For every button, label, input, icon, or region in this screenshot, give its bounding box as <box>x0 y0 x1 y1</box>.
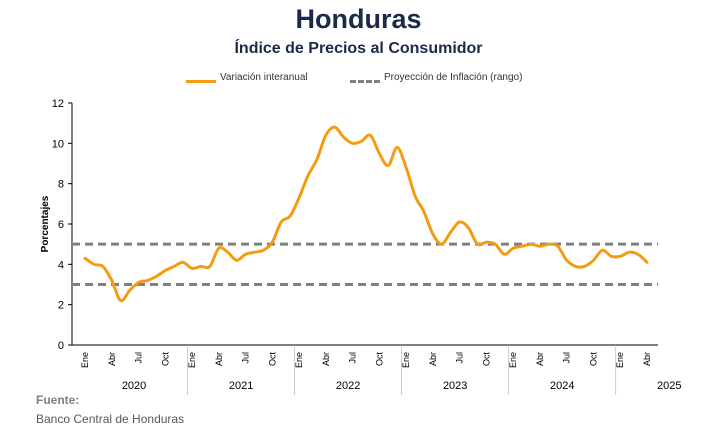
x-tick-label: Abr <box>535 352 545 366</box>
legend: Variación interanual Proyección de Infla… <box>0 72 717 90</box>
x-year-label: 2021 <box>229 380 253 392</box>
x-tick-label: Jul <box>134 352 144 364</box>
legend-label-proyeccion: Proyección de Inflación (rango) <box>384 72 523 83</box>
x-tick-label: Ene <box>508 352 518 368</box>
x-tick-label: Jul <box>348 352 358 364</box>
x-tick-label: Abr <box>214 352 224 366</box>
source-label: Fuente: <box>36 393 80 407</box>
x-tick-label: Abr <box>321 352 331 366</box>
x-year-label: 2023 <box>443 380 467 392</box>
x-tick-label: Ene <box>80 352 90 368</box>
legend-swatch-proyeccion <box>350 80 380 83</box>
x-tick-label: Ene <box>401 352 411 368</box>
chart-title: Honduras <box>295 4 422 34</box>
y-tick-label: 4 <box>58 259 64 271</box>
series-line-variacion-interanual <box>83 125 649 303</box>
chart-axes: 0 2 4 6 8 10 12 Porcentajes Ene Abr Jul Oct 2020 Ene A… <box>40 98 682 395</box>
x-tick-label: Abr <box>428 352 438 366</box>
y-tick-label: 6 <box>58 219 64 231</box>
x-year-label: 2025 <box>657 380 681 392</box>
x-tick-label: Jul <box>562 352 572 364</box>
y-tick-label: 8 <box>58 179 64 191</box>
projection-range <box>72 242 658 286</box>
x-year-label: 2024 <box>550 380 574 392</box>
legend-swatch-variacion <box>186 80 216 83</box>
y-tick-label: 0 <box>58 340 64 352</box>
x-tick-label: Oct <box>588 352 598 367</box>
x-tick-label: Oct <box>481 352 491 367</box>
x-tick-label: Jul <box>455 352 465 364</box>
chart-subtitle: Índice de Precios al Consumidor <box>234 40 483 57</box>
x-year-label: 2020 <box>122 380 146 392</box>
x-tick-label: Jul <box>241 352 251 364</box>
x-tick-label: Ene <box>187 352 197 368</box>
y-tick-label: 10 <box>52 138 64 150</box>
x-tick-label: Abr <box>642 352 652 366</box>
x-tick-label: Oct <box>267 352 277 367</box>
legend-label-variacion: Variación interanual <box>220 72 308 83</box>
x-tick-label: Abr <box>107 352 117 366</box>
x-tick-label: Oct <box>374 352 384 367</box>
y-axis-title: Porcentajes <box>40 195 51 252</box>
source-text: Banco Central de Honduras <box>36 412 185 426</box>
y-tick-label: 2 <box>58 300 64 312</box>
x-tick-label: Ene <box>294 352 304 368</box>
x-year-label: 2022 <box>336 380 360 392</box>
x-tick-label: Ene <box>615 352 625 368</box>
series-lines <box>83 125 649 303</box>
x-tick-label: Oct <box>160 352 170 367</box>
y-tick-label: 12 <box>52 98 64 110</box>
